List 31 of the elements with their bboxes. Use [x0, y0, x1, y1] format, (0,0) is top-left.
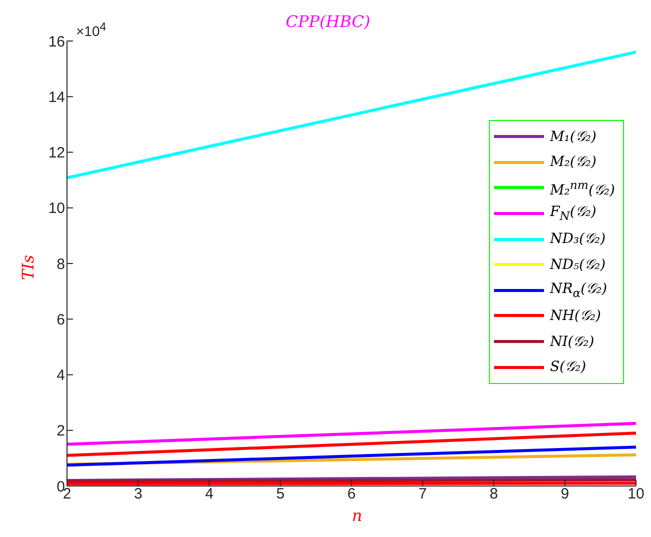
x-tick-label: 10 [628, 486, 644, 503]
legend-label: ND₅(𝒢₂) [550, 256, 606, 273]
x-axis-title: n [352, 506, 362, 525]
text: ×10$^{4}$ [76, 20, 106, 39]
x-tick-label: 8 [490, 486, 498, 503]
legend-label: M₁(𝒢₂) [550, 128, 596, 145]
y-tick-label: 0 [56, 478, 65, 496]
y-tick-label: 6 [56, 311, 65, 328]
x-tick-label: 9 [560, 486, 570, 503]
y-tick-label: 10 [48, 200, 65, 218]
legend-label: NR$_{α}$(𝒢₂) [550, 280, 608, 300]
y-tick-label: 8 [56, 256, 65, 273]
y-axis-title: TIs [18, 254, 38, 280]
chart-title: CPP(HBC) [286, 12, 370, 31]
legend-label: NH(𝒢₂) [550, 308, 601, 324]
legend-label: F$_{N}$(𝒢₂) [550, 204, 596, 223]
y-tick-label: 2 [56, 422, 65, 440]
y-tick-label: 4 [56, 367, 65, 384]
x-tick-label: 6 [347, 486, 356, 503]
x-tick-label: 7 [418, 486, 427, 503]
x-tick-label: 3 [134, 486, 142, 503]
y-tick-label: 14 [48, 88, 65, 106]
x-tick-label: 5 [276, 486, 285, 503]
legend-label: M₂$^{nm}$(𝒢₂) [550, 178, 615, 198]
legend-label: ND₃(𝒢₂) [550, 231, 606, 248]
y-tick-label: 12 [48, 144, 65, 162]
x-tick-label: 4 [205, 486, 214, 503]
legend-label: S(𝒢₂) [550, 359, 586, 376]
y-tick-label: 16 [48, 33, 65, 50]
legend-label: M₂(𝒢₂) [550, 154, 596, 170]
legend-label: NI(𝒢₂) [550, 334, 594, 350]
